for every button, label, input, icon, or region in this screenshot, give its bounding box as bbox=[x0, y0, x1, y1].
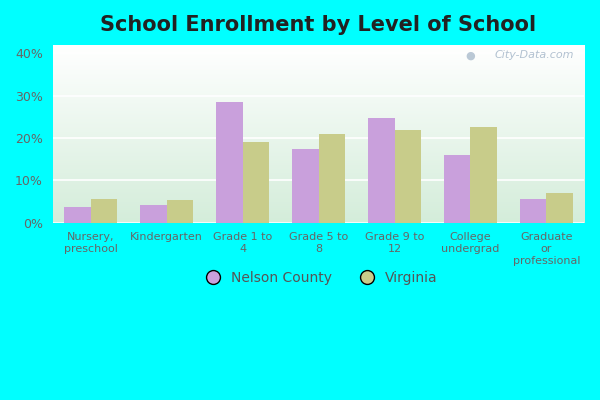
Text: City-Data.com: City-Data.com bbox=[494, 50, 574, 60]
Bar bbox=[444, 155, 470, 222]
Title: School Enrollment by Level of School: School Enrollment by Level of School bbox=[100, 15, 536, 35]
Bar bbox=[470, 127, 497, 222]
Bar bbox=[395, 130, 421, 222]
Bar bbox=[140, 205, 167, 222]
Legend: Nelson County, Virginia: Nelson County, Virginia bbox=[194, 265, 443, 290]
Bar bbox=[216, 102, 242, 222]
Bar bbox=[242, 142, 269, 222]
Bar bbox=[520, 199, 547, 222]
Bar bbox=[64, 206, 91, 222]
Bar bbox=[292, 148, 319, 222]
Bar bbox=[319, 134, 345, 222]
Bar bbox=[547, 193, 573, 222]
Text: ●: ● bbox=[466, 50, 475, 60]
Bar bbox=[368, 118, 395, 222]
Bar bbox=[167, 200, 193, 222]
Bar bbox=[91, 199, 117, 222]
